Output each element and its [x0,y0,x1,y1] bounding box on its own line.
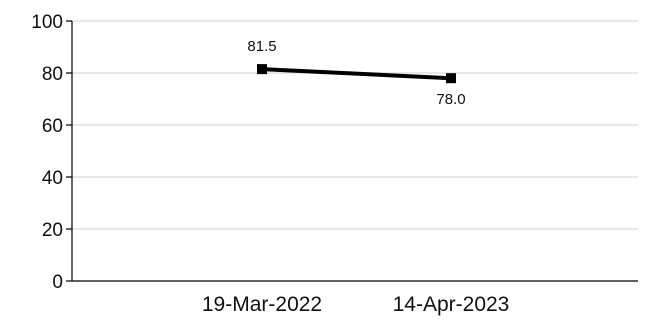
x-tick-label: 19-Mar-2022 [202,293,322,316]
gridlines [72,20,638,230]
y-tick-label: 0 [52,272,63,293]
y-tick-label: 40 [42,168,63,189]
series-line [261,67,452,81]
y-tick-label: 60 [42,116,63,137]
y-axis-ticks: 0 20 40 60 80 100 [31,12,72,293]
y-tick-label: 80 [42,64,63,85]
y-tick-label: 20 [42,220,63,241]
axes [71,21,638,282]
y-tick-label: 100 [31,12,63,33]
x-axis-labels: 19-Mar-2022 14-Apr-2023 [202,293,509,316]
x-tick-label: 14-Apr-2023 [393,293,510,316]
data-label: 78.0 [436,91,465,108]
data-point-marker [446,73,456,84]
data-point-marker [257,64,267,75]
data-labels: 81.5 78.0 [247,38,465,108]
series [257,64,456,84]
data-label: 81.5 [247,38,276,55]
